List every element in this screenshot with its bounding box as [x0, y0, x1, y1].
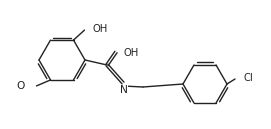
Text: OH: OH [92, 24, 108, 34]
Text: OH: OH [124, 48, 139, 58]
Text: O: O [16, 81, 24, 91]
Text: Cl: Cl [244, 73, 254, 83]
Text: N: N [120, 85, 128, 95]
